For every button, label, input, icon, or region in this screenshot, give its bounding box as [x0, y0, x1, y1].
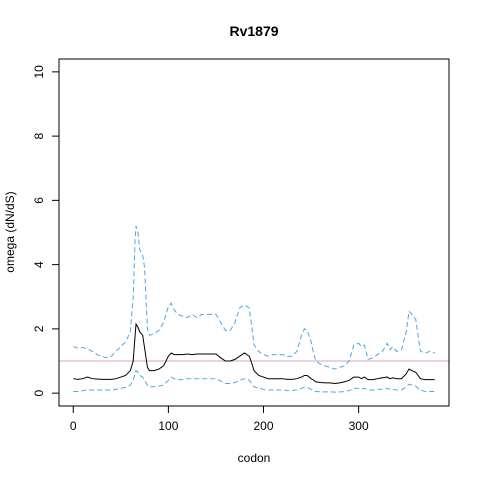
y-tick-label: 4 — [32, 261, 46, 268]
y-axis-title: omega (dN/dS) — [3, 191, 17, 272]
chart-title: Rv1879 — [229, 23, 278, 39]
lower-bound-line — [73, 369, 435, 393]
y-tick-label: 2 — [32, 325, 46, 332]
x-tick-label: 300 — [349, 419, 369, 433]
x-tick-label: 100 — [158, 419, 178, 433]
y-tick-label: 10 — [32, 65, 46, 79]
x-tick-label: 200 — [253, 419, 273, 433]
y-axis: 0 2 4 6 8 10 — [32, 65, 60, 396]
x-tick-label: 0 — [70, 419, 77, 433]
y-tick-label: 6 — [32, 197, 46, 204]
x-axis-title: codon — [238, 451, 271, 465]
omega-line — [73, 322, 435, 385]
y-tick-label: 0 — [32, 389, 46, 396]
x-axis: 0 100 200 300 — [70, 405, 369, 433]
upper-bound-line — [73, 225, 435, 370]
y-tick-label: 8 — [32, 132, 46, 139]
plot-layer — [59, 225, 449, 393]
